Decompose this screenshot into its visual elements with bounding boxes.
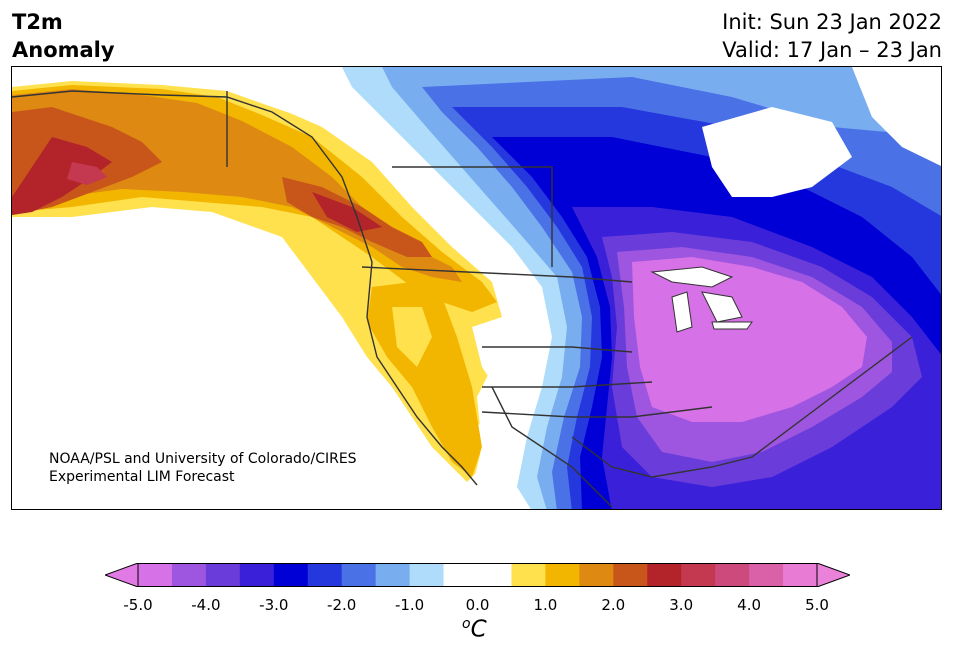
colorbar-tick-label: 3.0 — [669, 596, 694, 614]
colorbar-cell — [443, 563, 478, 587]
colorbar-cell — [409, 563, 445, 587]
colorbar-cell — [307, 563, 343, 587]
units-degree: o — [462, 616, 471, 632]
colorbar-under-arrow — [105, 563, 139, 587]
colorbar-cell — [545, 563, 580, 587]
colorbar-tick-label: -3.0 — [259, 596, 289, 614]
colorbar-cell — [715, 563, 750, 587]
colorbar-over-arrow — [816, 563, 850, 587]
units-base: C — [470, 616, 487, 643]
great-lakes — [650, 266, 753, 333]
colorbar-cell — [138, 563, 173, 587]
colorbar-cell — [205, 563, 241, 587]
colorbar-cell — [341, 563, 377, 587]
colorbar-cell — [171, 563, 207, 587]
colorbar-cell — [511, 563, 546, 587]
colorbar — [105, 563, 850, 587]
anomaly-label: Anomaly — [12, 38, 115, 62]
colorbar-cell — [647, 563, 682, 587]
variable-label: T2m — [12, 10, 63, 34]
colorbar-tick-label: 2.0 — [601, 596, 626, 614]
credit-text: NOAA/PSL and University of Colorado/CIRE… — [49, 450, 357, 486]
colorbar-cell — [613, 563, 648, 587]
colorbar-tick-label: -2.0 — [327, 596, 357, 614]
colorbar-tick-label: 4.0 — [737, 596, 762, 614]
title-right: Init: Sun 23 Jan 2022 Valid: 17 Jan – 23… — [722, 8, 942, 64]
colorbar-tick-label: 1.0 — [533, 596, 558, 614]
hudson-bay — [702, 107, 852, 197]
neutral-band — [227, 87, 542, 507]
colorbar-cell — [749, 563, 784, 587]
credit-line-2: Experimental LIM Forecast — [49, 469, 235, 485]
colorbar-cell — [783, 563, 818, 587]
colorbar-tick-label: 0.0 — [465, 596, 490, 614]
warm-anomaly-region — [12, 81, 512, 482]
greenland — [852, 67, 941, 167]
colorbar-tick-label: 5.0 — [805, 596, 829, 614]
colorbar-cell — [477, 563, 512, 587]
colorbar-ticks: -5.0 -4.0 -3.0 -2.0 -1.0 0.0 1.0 2.0 3.0 4.0 5.0 — [0, 596, 953, 616]
init-date: Init: Sun 23 Jan 2022 — [722, 10, 942, 34]
valid-range: Valid: 17 Jan – 23 Jan — [722, 38, 942, 62]
colorbar-tick-label: -4.0 — [191, 596, 221, 614]
colorbar-cell — [239, 563, 275, 587]
map-canvas — [12, 67, 941, 509]
colorbar-tick-label: -1.0 — [394, 596, 425, 614]
anomaly-map — [11, 66, 942, 510]
colorbar-cell — [579, 563, 614, 587]
units-label: oC — [462, 616, 487, 643]
title-left: T2m Anomaly — [12, 8, 115, 64]
colorbar-cell — [273, 563, 309, 587]
borders — [12, 90, 913, 508]
colorbar-tick-label: -5.0 — [123, 596, 153, 614]
credit-line-1: NOAA/PSL and University of Colorado/CIRE… — [49, 451, 357, 467]
colorbar-cell — [375, 563, 411, 587]
colorbar-cell — [681, 563, 716, 587]
